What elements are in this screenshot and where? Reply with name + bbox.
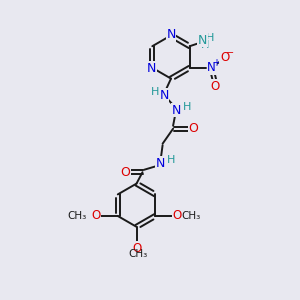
Text: H: H [206,33,214,43]
Text: O: O [211,80,220,93]
Text: O: O [132,242,141,255]
Text: N: N [207,61,216,74]
Text: CH₃: CH₃ [182,211,201,221]
Text: CH₃: CH₃ [128,249,148,260]
Text: −: − [226,48,235,58]
Text: CH₃: CH₃ [67,211,86,221]
Text: N: N [198,34,207,47]
Text: O: O [92,209,101,223]
Text: H: H [167,155,175,165]
Text: N: N [166,28,176,41]
Text: O: O [220,51,229,64]
Text: H: H [151,87,159,97]
Text: N: N [147,62,156,75]
Text: O: O [172,209,182,223]
Text: +: + [212,58,220,68]
Text: N: N [159,88,169,102]
Text: N: N [156,157,165,170]
Text: H: H [182,101,191,112]
Text: O: O [121,166,130,179]
Text: H: H [201,40,209,50]
Text: O: O [189,122,198,135]
Text: N: N [171,103,181,117]
